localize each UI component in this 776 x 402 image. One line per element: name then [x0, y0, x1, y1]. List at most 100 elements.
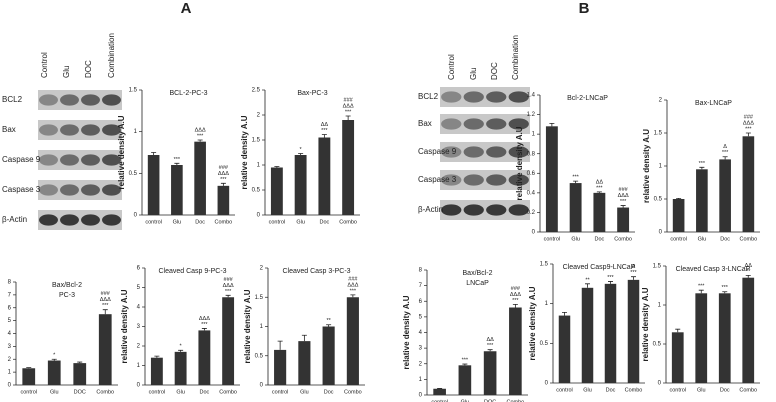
chart-title: Bax/Bcl-2 [52, 282, 82, 289]
y-tick-label: 0 [137, 383, 141, 389]
blot-band [39, 124, 58, 136]
significance-label: *** [722, 285, 729, 291]
y-tick-label: 5 [419, 314, 423, 320]
blot-band [60, 214, 79, 226]
error-bar [154, 355, 160, 358]
chart-title: Bax-PC-3 [297, 90, 327, 97]
y-axis-label: relative density A.U [117, 115, 126, 189]
lane-label: DOC [490, 62, 499, 80]
y-tick-label: 1 [137, 363, 141, 369]
bar [558, 315, 571, 383]
bar [433, 388, 446, 395]
y-tick-label: 7 [419, 283, 423, 289]
error-bar [26, 367, 32, 369]
y-tick-label: 1.2 [527, 112, 536, 118]
x-tick-label: control [544, 236, 561, 242]
blot-row-label: β-Actin [418, 205, 443, 214]
blot-band [60, 94, 79, 106]
error-bar [562, 311, 567, 316]
blot-band [508, 118, 529, 130]
x-tick-label: Combo [507, 399, 525, 402]
blot-band [463, 204, 484, 216]
x-tick-label: control [556, 387, 573, 393]
bar [198, 330, 211, 385]
y-tick-label: 2 [8, 357, 12, 363]
significance-label: ** [326, 318, 331, 324]
x-tick-label: control [431, 399, 448, 402]
chart-title: Cleaved Casp 3-PC-3 [282, 268, 350, 275]
error-bar [608, 281, 613, 284]
y-tick-label: 1 [658, 303, 662, 309]
y-tick-label: 3 [8, 344, 12, 350]
blot-band [441, 118, 462, 130]
chart-title: Cleaved Casp9-LNCaP [563, 264, 636, 271]
significance-label: ΔΔΔ [743, 120, 754, 126]
x-tick-label: Combo [740, 236, 758, 242]
lane-label: Combination [107, 33, 116, 78]
x-tick-label: Glu [50, 389, 59, 395]
significance-label: ### [744, 114, 754, 120]
chart-subtitle: PC-3 [59, 292, 75, 299]
blot-strip [38, 90, 122, 110]
x-tick-label: control [669, 387, 686, 393]
blot-band [39, 214, 58, 226]
blot-row-label: Caspase 9 [2, 155, 41, 164]
blot-strip [440, 170, 530, 190]
blot-strip [440, 200, 530, 220]
y-axis-label: relative density A.U [120, 289, 129, 363]
blot-band [441, 174, 462, 186]
bar [458, 365, 472, 395]
significance-label: *** [699, 161, 706, 167]
y-tick-label: 0.2 [527, 210, 536, 216]
error-bar [596, 191, 602, 193]
x-tick-label: Glu [173, 219, 182, 225]
y-tick-label: 1 [8, 370, 12, 376]
blot-band [508, 91, 529, 103]
y-axis-label: relative density A.U [515, 126, 524, 200]
x-tick-label: Combo [96, 389, 114, 395]
significance-label: ### [344, 97, 354, 103]
error-bar [225, 294, 231, 298]
blot-band [486, 174, 507, 186]
significance-label: * [300, 147, 303, 153]
significance-label: *** [572, 175, 579, 181]
y-tick-label: 3 [137, 324, 141, 330]
bar [342, 120, 355, 215]
y-tick-label: 1.4 [527, 93, 536, 99]
blot-row-label: Bax [2, 125, 16, 134]
y-tick-label: 0 [659, 230, 663, 236]
significance-label: ΔΔ [745, 263, 753, 269]
y-tick-label: 6 [8, 305, 12, 311]
error-bar [350, 294, 356, 298]
bar [222, 297, 235, 385]
x-tick-label: Glu [571, 236, 580, 242]
blot-band [102, 154, 121, 166]
blot-band [81, 184, 100, 196]
chart-title: Bax/Bcl-2 [463, 270, 493, 277]
significance-label: ΔΔΔ [218, 171, 229, 177]
y-tick-label: 0 [545, 381, 549, 387]
bar [47, 360, 61, 385]
x-tick-label: Glu [296, 219, 305, 225]
blot-band [60, 154, 79, 166]
y-tick-label: 1 [260, 324, 264, 330]
bar [318, 137, 331, 215]
y-axis-label: relative density A.U [402, 295, 411, 369]
error-bar [698, 289, 704, 294]
x-tick-label: control [272, 389, 289, 395]
y-tick-label: 0.5 [252, 188, 261, 194]
blot-band [39, 184, 58, 196]
lane-label: Control [447, 54, 456, 80]
error-bar [321, 134, 327, 138]
error-bar [201, 328, 207, 331]
error-bar [298, 153, 304, 155]
y-tick-label: 0.5 [255, 353, 264, 359]
x-tick-label: Doc [720, 387, 730, 393]
y-tick-label: 1.5 [653, 264, 662, 270]
bar [627, 279, 640, 383]
y-tick-label: 0.8 [527, 151, 536, 157]
significance-label: ΔΔΔ [510, 292, 521, 298]
lane-label: Glu [62, 66, 71, 78]
x-tick-label: Combo [614, 236, 632, 242]
y-axis-label: relative density A.U [641, 287, 650, 361]
